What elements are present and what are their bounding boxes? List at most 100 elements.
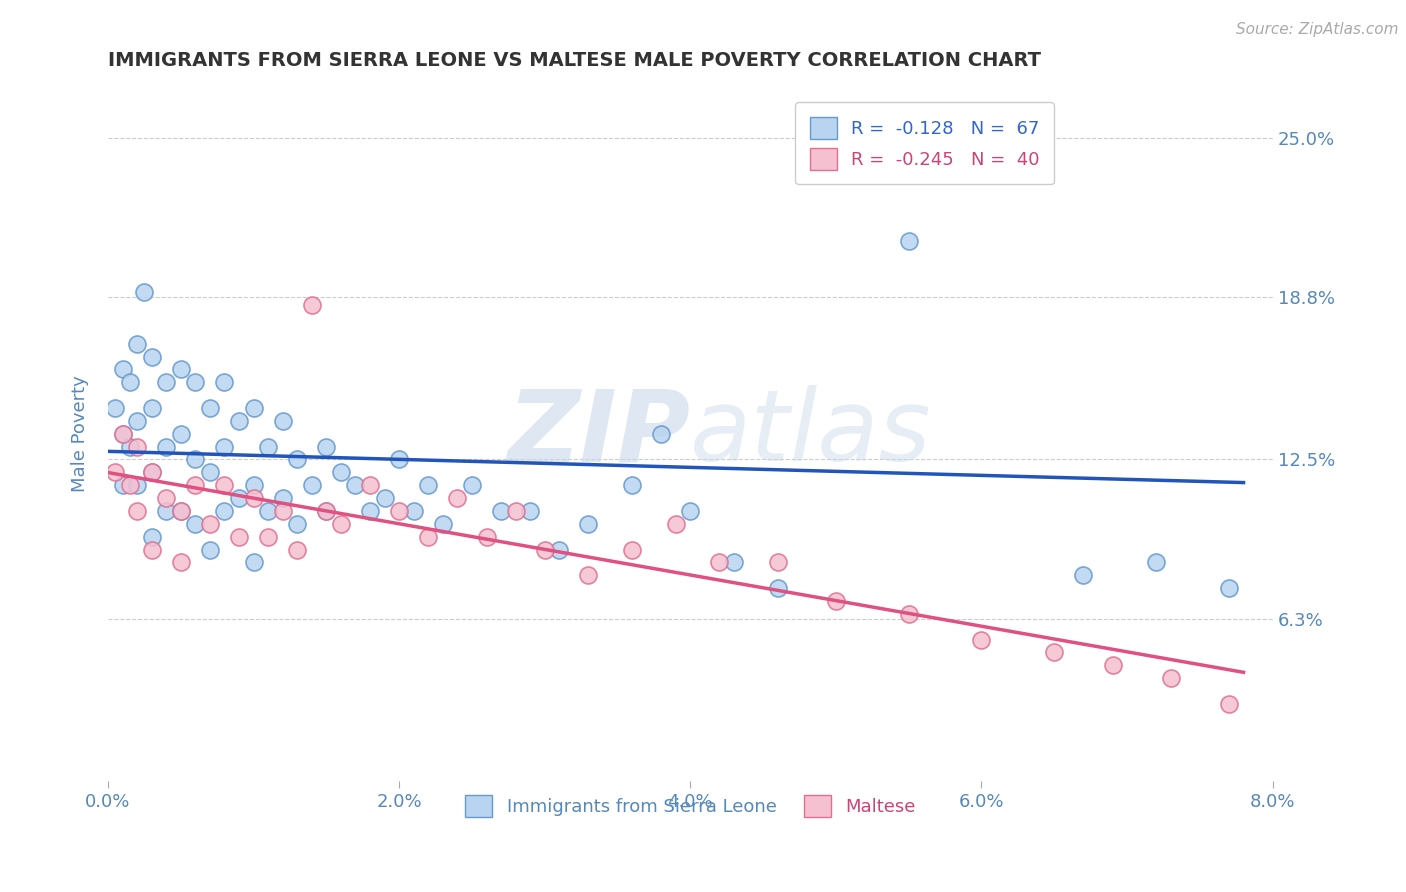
Point — [170, 504, 193, 518]
Point — [723, 555, 745, 569]
Point — [198, 516, 221, 531]
Point — [155, 491, 177, 505]
Point — [315, 504, 337, 518]
Point — [242, 478, 264, 492]
Point — [170, 426, 193, 441]
Point — [127, 336, 149, 351]
Point — [301, 298, 323, 312]
Point — [533, 542, 555, 557]
Point — [897, 607, 920, 621]
Point — [257, 504, 280, 518]
Point — [461, 478, 484, 492]
Point — [134, 285, 156, 300]
Point — [621, 542, 644, 557]
Text: ZIP: ZIP — [508, 385, 690, 483]
Point — [505, 504, 527, 518]
Point — [432, 516, 454, 531]
Point — [118, 376, 141, 390]
Point — [228, 530, 250, 544]
Point — [104, 401, 127, 415]
Point — [984, 156, 1007, 170]
Point — [1144, 555, 1167, 569]
Point — [228, 491, 250, 505]
Point — [155, 504, 177, 518]
Point — [257, 440, 280, 454]
Point — [285, 452, 308, 467]
Point — [214, 478, 236, 492]
Point — [242, 555, 264, 569]
Point — [127, 414, 149, 428]
Point — [141, 350, 163, 364]
Point — [548, 542, 571, 557]
Point — [127, 440, 149, 454]
Point — [489, 504, 512, 518]
Point — [141, 466, 163, 480]
Point — [1073, 568, 1095, 582]
Y-axis label: Male Poverty: Male Poverty — [72, 376, 89, 492]
Point — [402, 504, 425, 518]
Point — [418, 478, 440, 492]
Point — [329, 516, 352, 531]
Point — [214, 440, 236, 454]
Point — [418, 530, 440, 544]
Point — [127, 478, 149, 492]
Point — [198, 466, 221, 480]
Point — [141, 401, 163, 415]
Point — [388, 452, 411, 467]
Point — [650, 426, 672, 441]
Point — [665, 516, 688, 531]
Point — [271, 491, 294, 505]
Point — [141, 542, 163, 557]
Point — [127, 504, 149, 518]
Point — [388, 504, 411, 518]
Point — [621, 478, 644, 492]
Point — [170, 555, 193, 569]
Point — [315, 440, 337, 454]
Point — [184, 376, 207, 390]
Point — [155, 376, 177, 390]
Point — [1101, 658, 1123, 673]
Point — [141, 530, 163, 544]
Point — [446, 491, 468, 505]
Point — [184, 478, 207, 492]
Point — [111, 478, 134, 492]
Point — [578, 568, 600, 582]
Point — [1218, 581, 1240, 595]
Point — [285, 516, 308, 531]
Point — [825, 156, 848, 170]
Point — [519, 504, 541, 518]
Point — [679, 504, 702, 518]
Point — [242, 491, 264, 505]
Legend: Immigrants from Sierra Leone, Maltese: Immigrants from Sierra Leone, Maltese — [458, 788, 922, 824]
Text: atlas: atlas — [690, 385, 932, 483]
Text: IMMIGRANTS FROM SIERRA LEONE VS MALTESE MALE POVERTY CORRELATION CHART: IMMIGRANTS FROM SIERRA LEONE VS MALTESE … — [108, 51, 1040, 70]
Point — [329, 466, 352, 480]
Point — [1160, 671, 1182, 685]
Point — [198, 542, 221, 557]
Point — [214, 504, 236, 518]
Point — [111, 426, 134, 441]
Point — [897, 234, 920, 248]
Point — [374, 491, 396, 505]
Point — [475, 530, 498, 544]
Point — [285, 542, 308, 557]
Point — [766, 555, 789, 569]
Point — [184, 452, 207, 467]
Point — [359, 478, 381, 492]
Point — [118, 440, 141, 454]
Point — [344, 478, 367, 492]
Point — [155, 440, 177, 454]
Point — [242, 401, 264, 415]
Point — [141, 466, 163, 480]
Point — [825, 594, 848, 608]
Point — [214, 376, 236, 390]
Point — [578, 516, 600, 531]
Point — [271, 414, 294, 428]
Point — [104, 466, 127, 480]
Point — [170, 504, 193, 518]
Point — [359, 504, 381, 518]
Point — [301, 478, 323, 492]
Point — [970, 632, 993, 647]
Point — [766, 581, 789, 595]
Point — [228, 414, 250, 428]
